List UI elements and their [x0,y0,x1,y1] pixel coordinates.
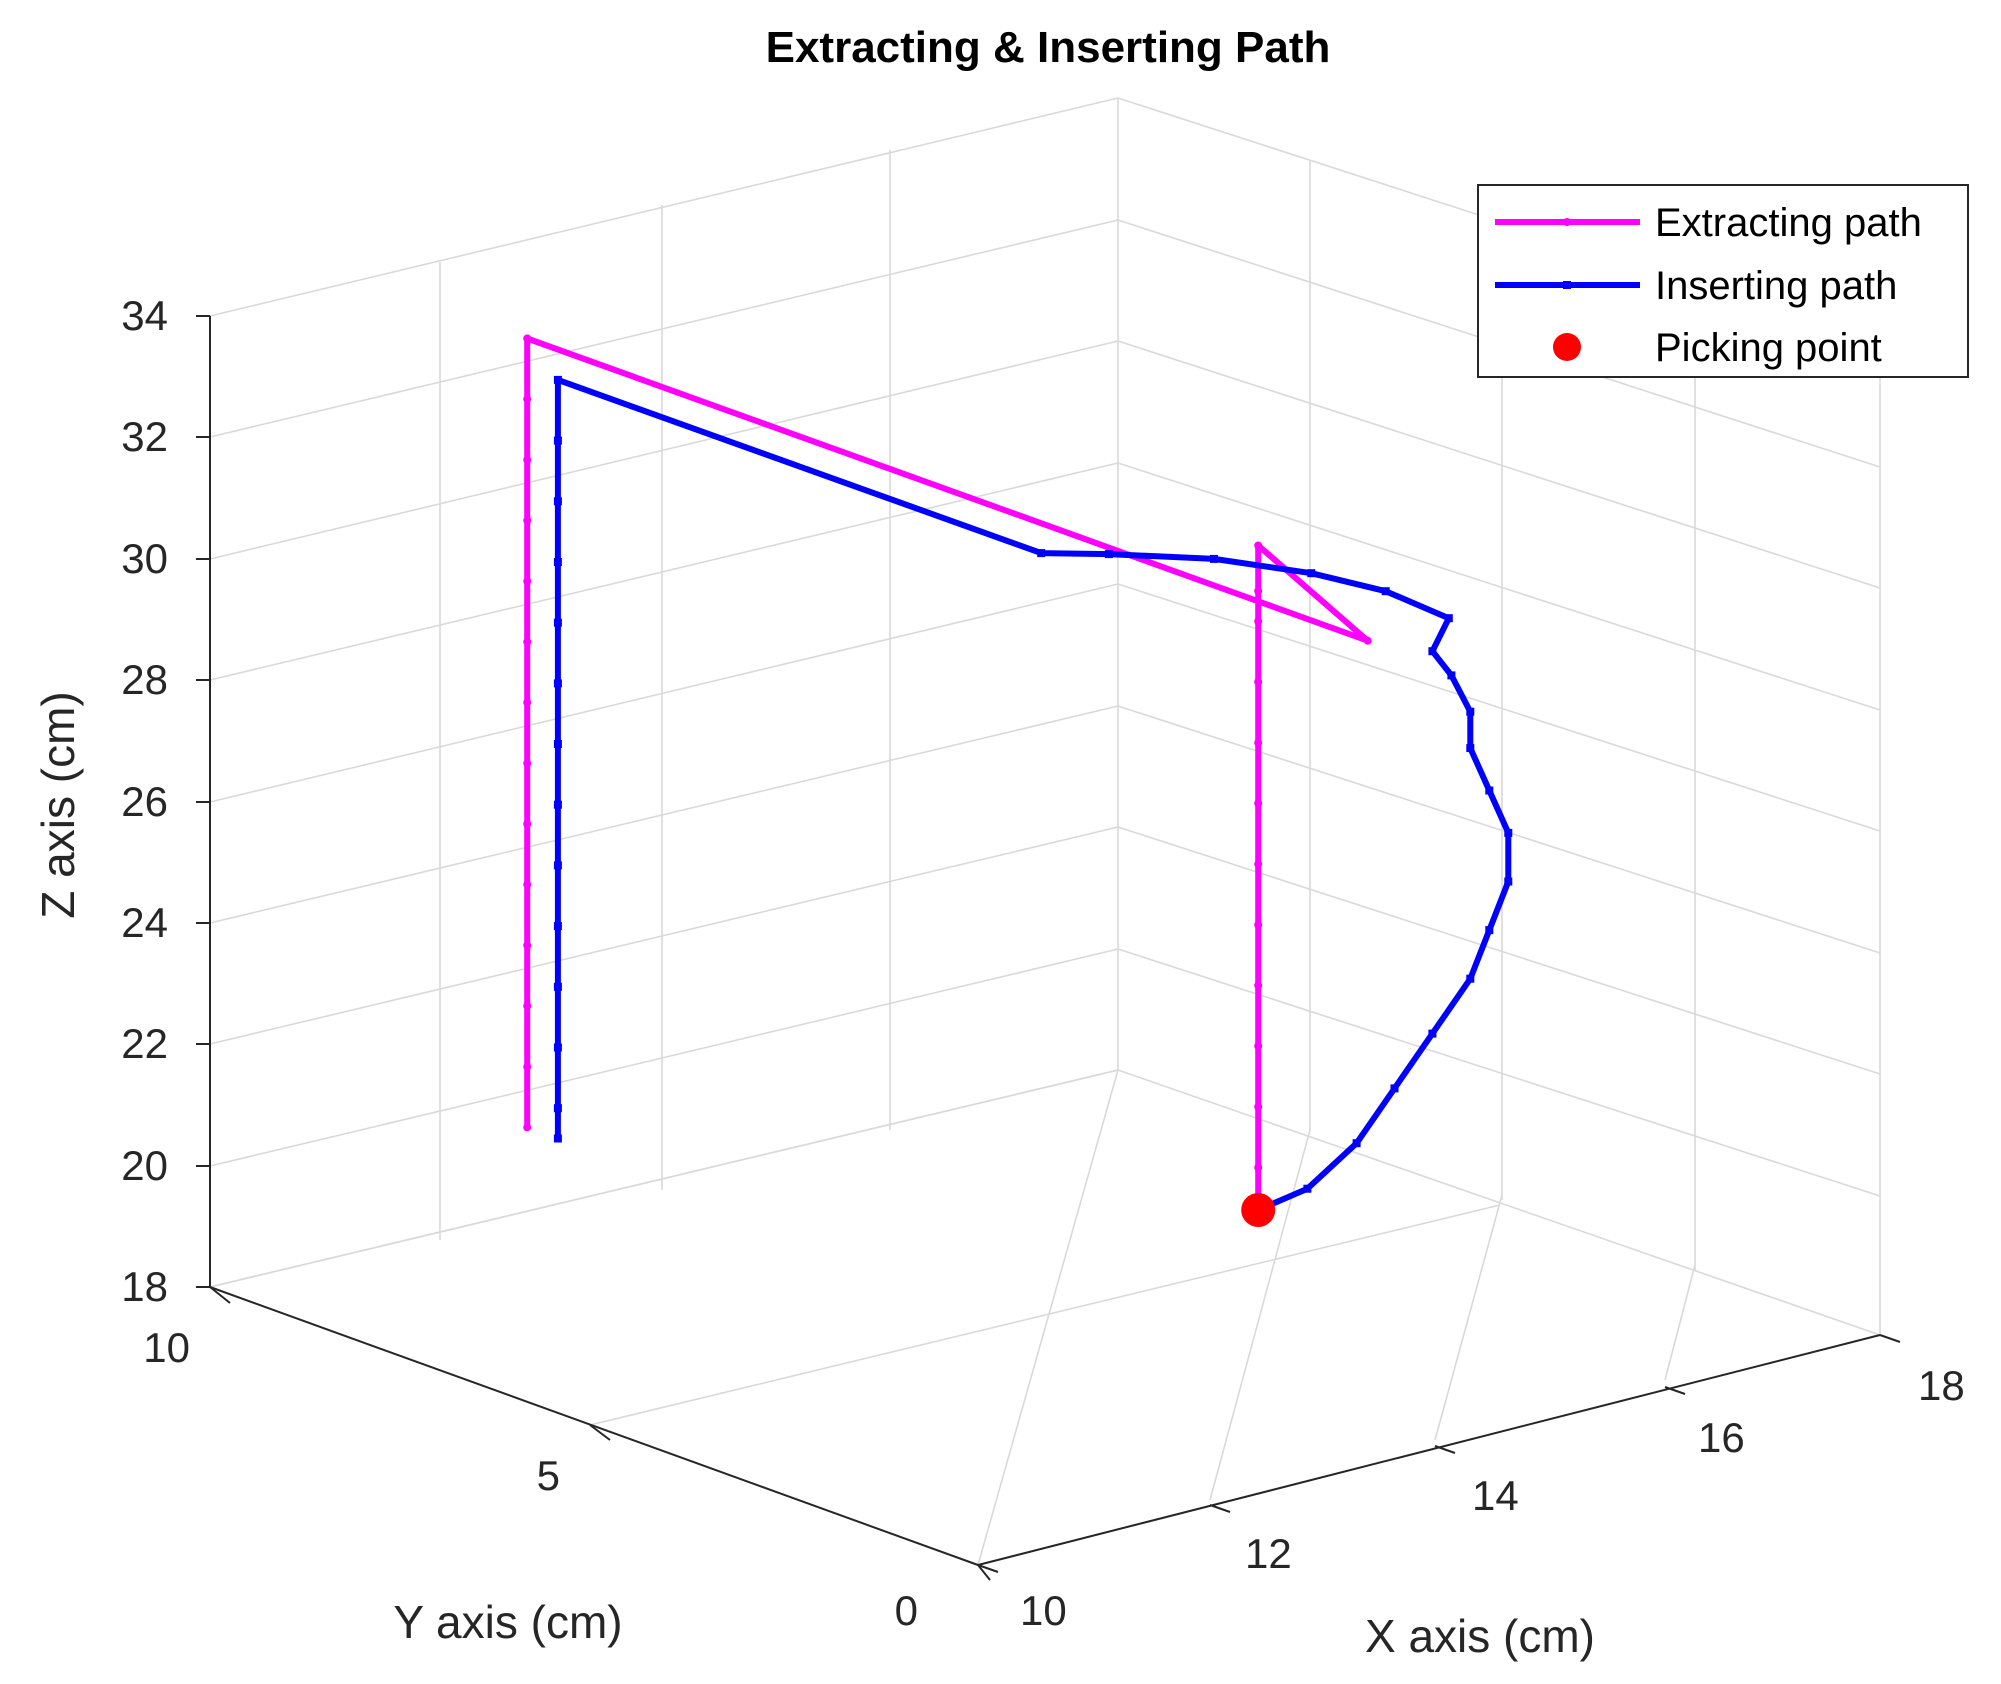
data-point-extracting [1254,617,1263,626]
data-point-inserting [1444,614,1453,623]
data-point-inserting [1381,587,1390,596]
data-point-extracting [1254,587,1263,595]
data-point-extracting [523,516,532,525]
data-point-extracting [523,577,532,586]
data-point-inserting [553,436,562,445]
data-point-inserting [1504,877,1513,886]
data-point-extracting [523,759,532,768]
series-line-inserting [554,376,1512,1213]
x-tick-label: 12 [1245,1530,1292,1577]
data-point-inserting [1037,549,1046,558]
data-point-inserting [1307,569,1316,578]
data-point-extracting [1254,920,1263,929]
data-point-extracting [1254,678,1263,686]
data-point-inserting [1504,828,1513,837]
legend: Extracting path Inserting path Picking p… [1477,184,1969,378]
z-tick-label: 32 [121,413,168,460]
legend-extracting-label: Extracting path [1655,201,1922,245]
data-point-extracting [523,880,532,889]
legend-picking-label: Picking point [1655,326,1882,370]
y-axis-label: Y axis (cm) [393,1596,622,1648]
data-point-extracting [523,395,532,404]
data-point-extracting [1254,981,1263,990]
legend-picking-marker [1553,333,1581,361]
series-line-extracting [524,335,1371,1210]
z-tick-label: 34 [121,292,168,339]
z-tick-label: 20 [121,1142,168,1189]
z-tick-label: 26 [121,778,168,825]
data-point-inserting [1466,744,1475,753]
x-axis-label: X axis (cm) [1365,1610,1595,1662]
data-point-inserting [553,800,562,809]
data-point-extracting [1254,1042,1263,1051]
data-point-inserting [1447,671,1456,680]
data-point-inserting [553,740,562,748]
data-point-inserting [553,861,562,870]
data-point-inserting [1104,550,1113,559]
data-point-inserting [553,1104,562,1113]
data-point-inserting [1210,554,1218,563]
legend-extracting-marker [1563,218,1571,226]
data-point-extracting [523,1002,532,1010]
data-point-extracting [1254,1102,1263,1111]
data-point-extracting [523,637,532,646]
data-point-inserting [1466,707,1475,716]
data-point-extracting [1254,1163,1263,1172]
data-point-extracting [523,941,532,950]
data-point-inserting [1428,1029,1437,1038]
legend-inserting-marker [1563,281,1571,289]
x-tick-label: 14 [1472,1472,1519,1519]
data-point-inserting [1352,1139,1361,1148]
data-point-inserting [1466,974,1475,983]
data-point-inserting [553,1134,562,1143]
x-tick-label: 16 [1698,1414,1745,1461]
x-tick-label: 18 [1918,1362,1965,1409]
data-point-extracting [1254,799,1263,808]
data-point-extracting [523,1123,532,1132]
data-point-extracting [523,455,532,464]
y-tick-label: 10 [143,1324,190,1371]
data-point-inserting [1390,1084,1399,1093]
data-point-extracting [523,820,532,828]
data-point-extracting [523,1062,532,1071]
data-point-extracting [523,698,532,707]
z-tick-label: 22 [121,1020,168,1067]
data-point-inserting [553,982,562,991]
data-series [523,334,1513,1227]
picking-point-marker [1241,1193,1276,1227]
data-point-extracting [1254,860,1263,869]
data-point-inserting [1428,647,1437,656]
data-point-extracting [523,334,532,343]
data-point-extracting [1254,738,1263,747]
data-point-extracting [1254,541,1263,550]
z-tick-label: 18 [121,1263,168,1310]
z-tick-label: 30 [121,535,168,582]
z-tick-label: 28 [121,656,168,703]
data-point-extracting [1363,636,1372,645]
data-point-inserting [553,375,562,384]
data-point-inserting [553,922,562,931]
z-tick-label: 24 [121,899,168,946]
x-tick-labels: 10 12 14 16 18 [1020,1362,1965,1634]
data-point-inserting [553,618,562,627]
chart-title: Extracting & Inserting Path [766,23,1331,72]
legend-inserting-label: Inserting path [1655,264,1897,308]
z-axis-label: Z axis (cm) [32,691,84,918]
z-tick-labels: 34 32 30 28 26 24 22 20 18 [121,292,168,1310]
data-point-inserting [553,497,562,506]
x-tick-label: 10 [1020,1587,1067,1634]
data-point-inserting [553,1043,562,1052]
y-tick-labels: 10 5 0 [143,1324,918,1634]
axes [196,315,1901,1581]
data-point-inserting [1485,786,1494,795]
y-tick-label: 0 [895,1587,918,1634]
y-tick-label: 5 [537,1452,560,1499]
data-point-inserting [1303,1184,1312,1193]
data-point-inserting [553,558,562,566]
data-point-inserting [553,679,562,688]
data-point-inserting [1485,926,1494,935]
